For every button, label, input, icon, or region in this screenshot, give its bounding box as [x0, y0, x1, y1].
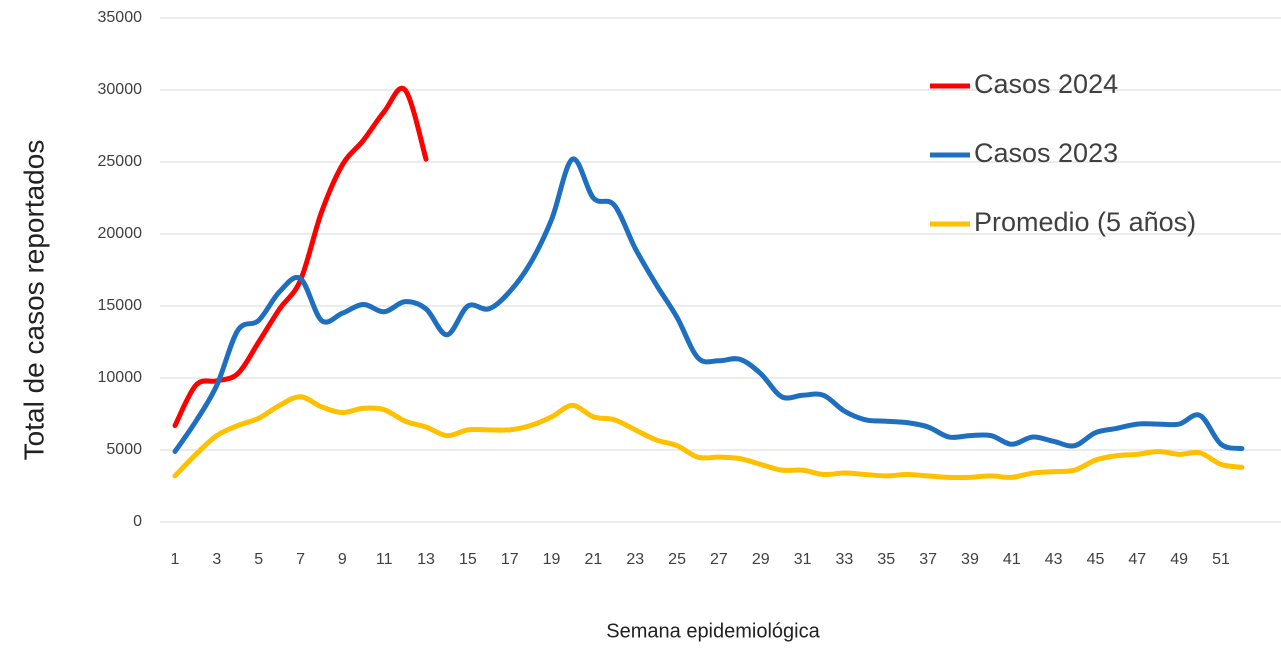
legend-label: Promedio (5 años)	[974, 207, 1196, 237]
x-tick-label: 21	[585, 551, 603, 568]
x-tick-label: 3	[212, 551, 221, 568]
x-tick-label: 49	[1170, 551, 1188, 568]
y-tick-label: 25000	[98, 153, 143, 170]
series-line	[172, 394, 1245, 481]
x-axis-title: Semana epidemiológica	[606, 620, 820, 642]
x-tick-label: 15	[459, 551, 477, 568]
y-tick-label: 20000	[98, 225, 143, 242]
x-tick-label: 25	[668, 551, 686, 568]
x-tick-label: 31	[794, 551, 812, 568]
x-tick-label: 37	[919, 551, 937, 568]
x-tick-label: 27	[710, 551, 728, 568]
x-tick-label: 35	[877, 551, 895, 568]
x-tick-label: 23	[626, 551, 644, 568]
x-tick-label: 1	[171, 551, 180, 568]
x-tick-label: 11	[376, 551, 393, 568]
x-tick-label: 17	[501, 551, 519, 568]
y-tick-label: 0	[133, 513, 142, 530]
x-tick-label: 45	[1087, 551, 1105, 568]
y-tick-label: 35000	[98, 9, 143, 26]
legend-label: Casos 2024	[974, 69, 1118, 99]
x-tick-label: 7	[296, 551, 305, 568]
y-tick-label: 30000	[98, 81, 143, 98]
x-tick-label: 51	[1212, 551, 1230, 568]
x-tick-label: 9	[338, 551, 347, 568]
x-tick-label: 39	[961, 551, 979, 568]
x-tick-label: 47	[1128, 551, 1146, 568]
x-tick-label: 13	[417, 551, 435, 568]
x-tick-label: 43	[1045, 551, 1063, 568]
x-tick-label: 33	[836, 551, 854, 568]
series-line	[172, 156, 1245, 454]
x-tick-label: 41	[1003, 551, 1021, 568]
y-tick-label: 15000	[98, 297, 143, 314]
x-tick-label: 19	[543, 551, 561, 568]
series-line	[172, 85, 429, 429]
y-tick-label: 10000	[98, 369, 143, 386]
x-tick-label: 29	[752, 551, 770, 568]
legend-label: Casos 2023	[974, 138, 1118, 168]
y-axis-title: Total de casos reportados	[18, 140, 49, 461]
x-tick-label: 5	[254, 551, 263, 568]
y-tick-label: 5000	[106, 441, 142, 458]
